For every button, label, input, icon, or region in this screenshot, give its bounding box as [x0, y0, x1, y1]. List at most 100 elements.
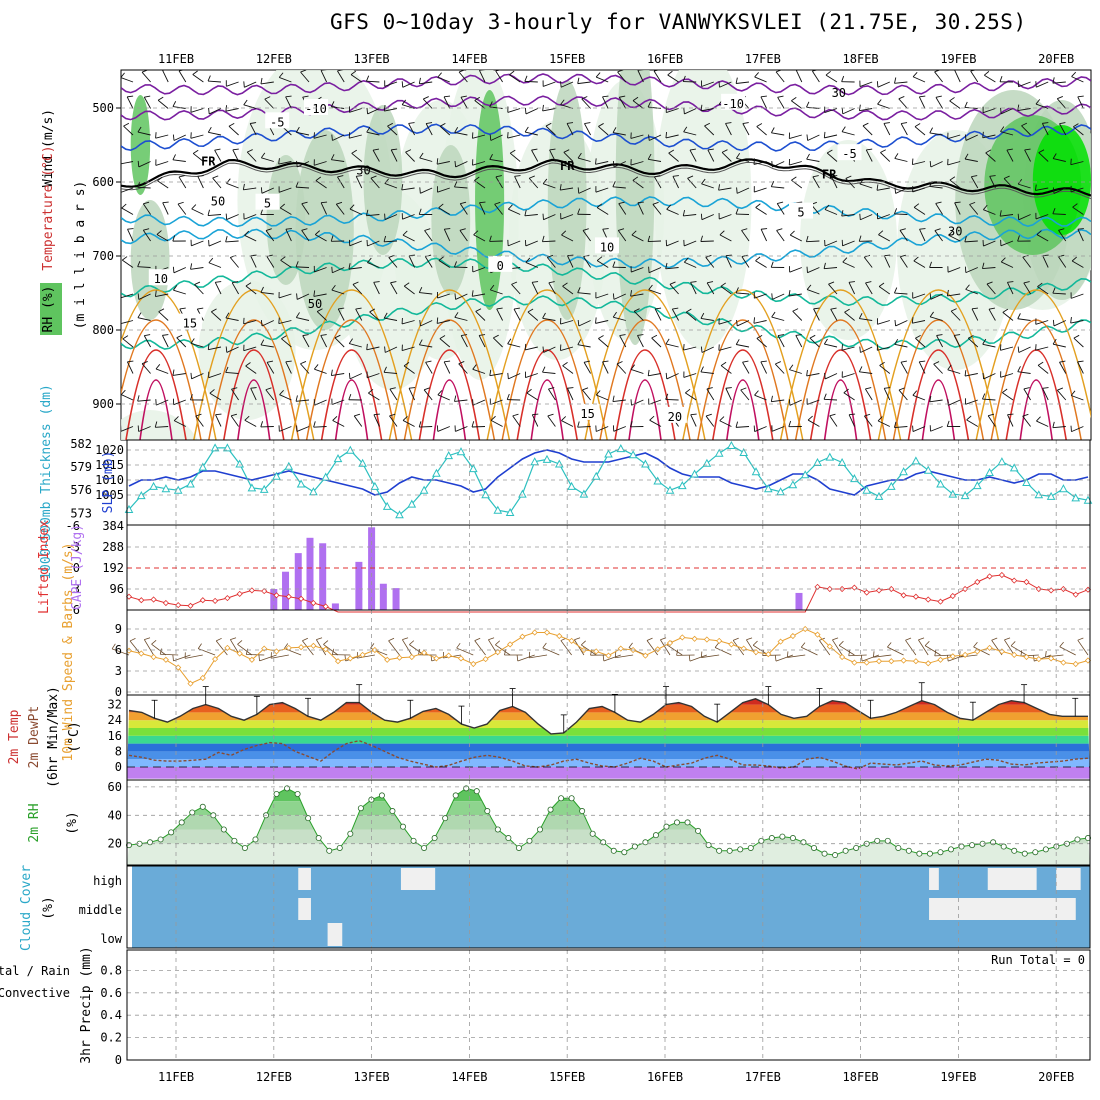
wind10-barb [918, 639, 929, 656]
rh-region-17 [547, 80, 587, 320]
wind-barb [790, 234, 803, 242]
wind-barb [155, 426, 169, 428]
wind-barb [735, 426, 750, 428]
thickness-point [518, 489, 527, 498]
wind-barb [524, 214, 538, 217]
isotherm-label: -5 [842, 147, 856, 161]
thickness-point [690, 469, 699, 478]
wind-barb-flag [807, 415, 813, 421]
wind10-barb [762, 654, 781, 656]
wind-barb [296, 317, 310, 321]
wind10-point [814, 631, 821, 638]
wind-barb-flag [438, 203, 444, 209]
wind-barb-flag [479, 70, 486, 71]
wind-barb-flag [842, 257, 848, 263]
wind10-point [248, 656, 255, 663]
wind-barb-flag [685, 388, 691, 394]
wind-barb-flag [137, 126, 142, 133]
wind-barb [912, 394, 926, 401]
wind-barb [300, 71, 310, 83]
wind-barb [473, 234, 486, 242]
wind10-point [298, 644, 305, 651]
wind-barb [613, 161, 626, 168]
wind-barb [285, 361, 292, 374]
wind-barb [1070, 161, 1084, 166]
grid-lines [121, 107, 1091, 1060]
wind-barb-flag [137, 395, 140, 402]
wind-barb-flag [954, 201, 961, 204]
rh2m-point [515, 844, 522, 851]
wind-barb-flag [508, 204, 513, 210]
wind-barb-flag [178, 175, 185, 178]
wind10-barb [819, 640, 831, 656]
li-tick-label: -3 [66, 540, 80, 554]
wind-barb [829, 415, 838, 427]
wind-barb-flag [637, 201, 644, 204]
wind-barb [725, 255, 732, 268]
wind-barb-flag [443, 95, 451, 98]
wind-barb [630, 293, 644, 297]
wind-barb-flag [858, 235, 862, 242]
wind-barb [653, 176, 662, 189]
wind-barb [741, 256, 750, 268]
wind-barb [1035, 187, 1049, 191]
wind-barb [507, 240, 521, 247]
wind10-point [433, 655, 440, 662]
wind10-point [826, 643, 833, 650]
wind-barb [719, 234, 732, 242]
rh2m-point [431, 835, 438, 842]
wind10-barb-flag [762, 649, 765, 656]
wind-barb [155, 293, 169, 297]
wind-barb-flag [630, 290, 632, 297]
li-point [175, 602, 182, 609]
li-tick-label: 3 [73, 582, 80, 596]
wind-barb-flag [225, 312, 230, 319]
wind-barb-flag [824, 372, 826, 379]
isotherm-label: 20 [668, 410, 682, 424]
wind-barb [250, 255, 257, 268]
wind-barb-flag [489, 235, 492, 242]
wind-barb-flag [666, 204, 672, 210]
wind-barb [877, 81, 890, 88]
wind-barb-flag [419, 152, 424, 159]
wind-barb-flag [1017, 346, 1020, 353]
thickness-point [554, 459, 564, 468]
wind-barb-flag [454, 160, 457, 168]
wind-barb [243, 346, 257, 352]
wind-barb-flag [172, 154, 176, 161]
wind-barb [402, 81, 415, 88]
wind-barb [490, 289, 503, 295]
wind-barb-flag [1000, 107, 1002, 114]
wind-barb-flag [137, 181, 141, 188]
wind10-axis-title: 10m Wind Speed & Barbs (m/s) [61, 542, 76, 761]
wind-barb-flag [225, 366, 229, 373]
wind-barb-flag [419, 319, 421, 327]
wind-barb [736, 157, 750, 162]
wind-barb [982, 398, 996, 401]
wind-barb [936, 335, 943, 348]
wind-barb [844, 311, 855, 321]
wind10-barb-flag [676, 649, 679, 656]
rh2m-point [800, 839, 807, 846]
wind-barb-flag [373, 281, 380, 283]
wind-barb-flag [865, 387, 872, 390]
wind-barb-flag [559, 184, 562, 191]
wind-barb-flag [683, 107, 685, 114]
wind-barb [545, 125, 556, 136]
wind-barb-flag [549, 148, 556, 151]
wind-barb-flag [351, 149, 357, 154]
wind-barb-flag [391, 148, 398, 151]
rh2m-point [189, 809, 196, 816]
wind10-barb-flag [151, 639, 157, 645]
wind-barb-flag [742, 360, 749, 363]
wind-barb [584, 123, 591, 136]
wind-barb [172, 159, 186, 162]
wind10-point [1035, 656, 1042, 663]
li-point [900, 592, 907, 599]
wind10-point [347, 655, 354, 662]
wind-barb [208, 214, 222, 216]
wind-barb [583, 362, 591, 374]
isotherm-label-bg [789, 202, 813, 219]
thickness-point [567, 481, 576, 490]
wind10-point [703, 636, 710, 643]
